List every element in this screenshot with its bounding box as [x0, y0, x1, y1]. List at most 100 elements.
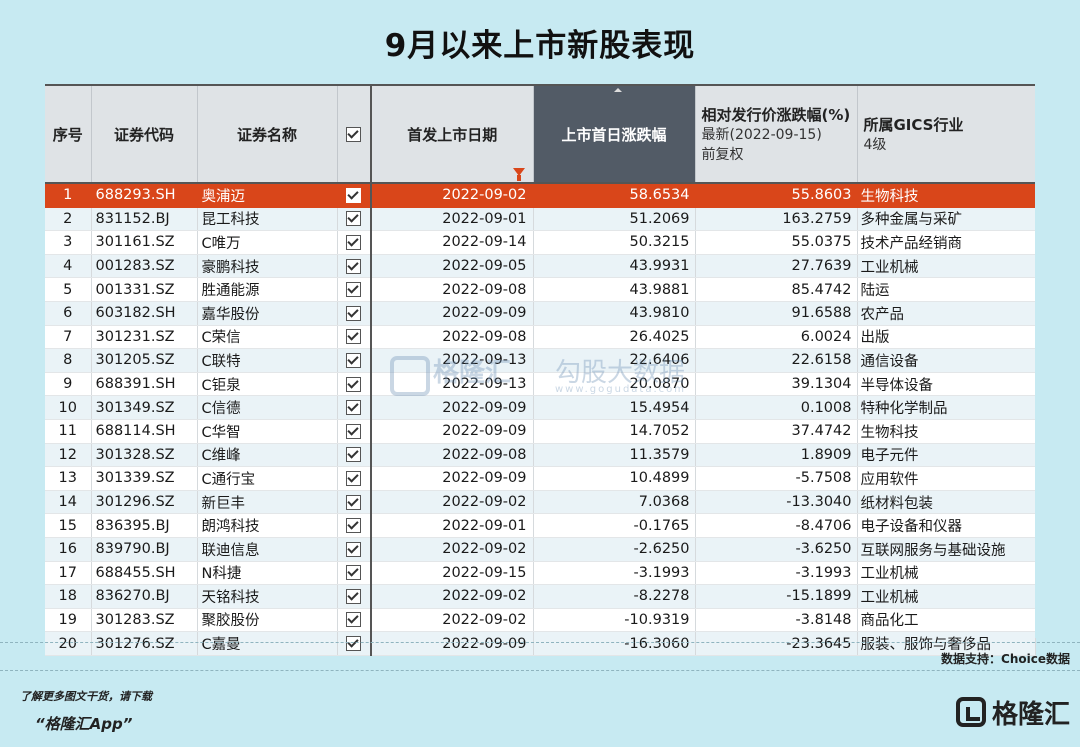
checkbox-icon[interactable] — [346, 282, 362, 298]
header-first-day-change[interactable]: 上市首日涨跌幅 — [533, 86, 696, 184]
row-first-day-change: 43.9881 — [533, 277, 696, 302]
row-checkbox[interactable] — [337, 490, 372, 515]
row-checkbox[interactable] — [337, 513, 372, 538]
row-checkbox[interactable] — [337, 325, 372, 350]
table-row[interactable]: 8 301205.SZ C联特 2022-09-13 22.6406 22.6158 通信设… — [45, 348, 1036, 373]
row-code: 301205.SZ — [91, 348, 198, 373]
checkbox-icon[interactable] — [346, 352, 362, 368]
table-row[interactable]: 17 688455.SH N科捷 2022-09-15 -3.1993 -3.1993 工业… — [45, 561, 1036, 586]
row-code: 836270.BJ — [91, 584, 198, 609]
row-industry: 电子设备和仪器 — [857, 513, 1036, 538]
checkbox-icon[interactable] — [346, 447, 362, 463]
row-checkbox[interactable] — [337, 584, 372, 609]
row-checkbox[interactable] — [337, 348, 372, 373]
checkbox-icon[interactable] — [346, 636, 362, 652]
checkbox-icon[interactable] — [346, 127, 362, 142]
row-industry: 半导体设备 — [857, 372, 1036, 397]
promo-text: 了解更多图文干货，请下载 — [20, 690, 152, 703]
row-index: 4 — [45, 254, 92, 279]
promo-app-name: “格隆汇App” — [35, 715, 133, 733]
table-row[interactable]: 3 301161.SZ C唯万 2022-09-14 50.3215 55.0375 技术产… — [45, 230, 1036, 255]
checkbox-icon[interactable] — [346, 234, 362, 250]
row-index: 2 — [45, 207, 92, 232]
checkbox-icon[interactable] — [346, 588, 362, 604]
row-checkbox[interactable] — [337, 443, 372, 468]
table-row[interactable]: 12 301328.SZ C维峰 2022-09-08 11.3579 1.8909 电子元… — [45, 443, 1036, 468]
row-index: 19 — [45, 608, 92, 633]
table-row[interactable]: 7 301231.SZ C荣信 2022-09-08 26.4025 6.0024 出版 — [45, 325, 1036, 350]
row-checkbox[interactable] — [337, 537, 372, 562]
header-code[interactable]: 证券代码 — [91, 86, 198, 184]
row-checkbox[interactable] — [337, 207, 372, 232]
row-industry: 电子元件 — [857, 443, 1036, 468]
row-listing-date: 2022-09-01 — [371, 513, 534, 538]
header-name[interactable]: 证券名称 — [197, 86, 338, 184]
header-index[interactable]: 序号 — [45, 86, 92, 184]
table-row[interactable]: 18 836270.BJ 天铭科技 2022-09-02 -8.2278 -15.1899… — [45, 584, 1036, 609]
table-row[interactable]: 1 688293.SH 奥浦迈 2022-09-02 58.6534 55.8603 生物科… — [45, 183, 1036, 208]
table-row[interactable]: 9 688391.SH C钜泉 2022-09-13 20.0870 39.1304 半导体… — [45, 372, 1036, 397]
checkbox-icon[interactable] — [346, 612, 362, 628]
checkbox-icon[interactable] — [346, 258, 362, 274]
header-industry[interactable]: 所属GICS行业 4级 — [857, 86, 1036, 184]
row-code: 301296.SZ — [91, 490, 198, 515]
table-row[interactable]: 5 001331.SZ 胜通能源 2022-09-08 43.9881 85.4742 陆运 — [45, 277, 1036, 302]
header-select-all[interactable] — [337, 86, 372, 184]
header-relative-change[interactable]: 相对发行价涨跌幅(%) 最新(2022-09-15) 前复权 — [695, 86, 858, 184]
page-title: 9月以来上市新股表现 — [384, 28, 696, 64]
header-industry-main: 所属GICS行业 — [863, 115, 964, 134]
row-first-day-change: 50.3215 — [533, 230, 696, 255]
row-checkbox[interactable] — [337, 419, 372, 444]
row-checkbox[interactable] — [337, 561, 372, 586]
row-checkbox[interactable] — [337, 631, 372, 656]
header-industry-sub: 4级 — [863, 136, 887, 153]
checkbox-icon[interactable] — [346, 494, 362, 510]
row-checkbox[interactable] — [337, 466, 372, 491]
table-row[interactable]: 15 836395.BJ 朗鸿科技 2022-09-01 -0.1765 -8.4706 电… — [45, 513, 1036, 538]
table-row[interactable]: 2 831152.BJ 昆工科技 2022-09-01 51.2069 163.2759 多… — [45, 207, 1036, 232]
table-row[interactable]: 11 688114.SH C华智 2022-09-09 14.7052 37.4742 生物… — [45, 419, 1036, 444]
checkbox-icon[interactable] — [346, 423, 362, 439]
checkbox-icon[interactable] — [346, 518, 362, 534]
row-checkbox[interactable] — [337, 301, 372, 326]
table-row[interactable]: 13 301339.SZ C通行宝 2022-09-09 10.4899 -5.7508 应… — [45, 466, 1036, 491]
checkbox-icon[interactable] — [346, 211, 362, 227]
table-row[interactable]: 10 301349.SZ C信德 2022-09-09 15.4954 0.1008 特种化… — [45, 395, 1036, 420]
checkbox-icon[interactable] — [346, 376, 362, 392]
row-checkbox[interactable] — [337, 372, 372, 397]
row-code: 603182.SH — [91, 301, 198, 326]
row-first-day-change: 43.9810 — [533, 301, 696, 326]
checkbox-icon[interactable] — [346, 400, 362, 416]
row-industry: 工业机械 — [857, 584, 1036, 609]
row-relative-change: 6.0024 — [695, 325, 858, 350]
row-checkbox[interactable] — [337, 183, 372, 208]
row-checkbox[interactable] — [337, 254, 372, 279]
row-checkbox[interactable] — [337, 230, 372, 255]
row-index: 9 — [45, 372, 92, 397]
checkbox-icon[interactable] — [346, 305, 362, 321]
row-industry: 生物科技 — [857, 419, 1036, 444]
row-listing-date: 2022-09-05 — [371, 254, 534, 279]
filter-icon[interactable] — [512, 168, 525, 181]
row-checkbox[interactable] — [337, 608, 372, 633]
row-checkbox[interactable] — [337, 395, 372, 420]
brand-name: 格隆汇 — [991, 699, 1070, 730]
table-row[interactable]: 6 603182.SH 嘉华股份 2022-09-09 43.9810 91.6588 农产… — [45, 301, 1036, 326]
table-row[interactable]: 16 839790.BJ 联迪信息 2022-09-02 -2.6250 -3.6250 互… — [45, 537, 1036, 562]
divider — [0, 642, 1080, 643]
table-header-row: 序号 证券代码 证券名称 首发上市日期 上市首日涨跌幅 相对发行价涨跌幅(%) … — [45, 86, 1036, 184]
table-row[interactable]: 20 301276.SZ C嘉曼 2022-09-09 -16.3060 -23.3645… — [45, 631, 1036, 656]
table-row[interactable]: 19 301283.SZ 聚胶股份 2022-09-02 -10.9319 -3.8148… — [45, 608, 1036, 633]
checkbox-icon[interactable] — [346, 187, 362, 203]
table-row[interactable]: 14 301296.SZ 新巨丰 2022-09-02 7.0368 -13.3040 纸材… — [45, 490, 1036, 515]
checkbox-icon[interactable] — [346, 329, 362, 345]
header-listing-date[interactable]: 首发上市日期 — [371, 86, 534, 184]
row-industry: 陆运 — [857, 277, 1036, 302]
checkbox-icon[interactable] — [346, 541, 362, 557]
row-checkbox[interactable] — [337, 277, 372, 302]
row-relative-change: -8.4706 — [695, 513, 858, 538]
row-listing-date: 2022-09-13 — [371, 348, 534, 373]
checkbox-icon[interactable] — [346, 470, 362, 486]
checkbox-icon[interactable] — [346, 565, 362, 581]
table-row[interactable]: 4 001283.SZ 豪鹏科技 2022-09-05 43.9931 27.7639 工业… — [45, 254, 1036, 279]
